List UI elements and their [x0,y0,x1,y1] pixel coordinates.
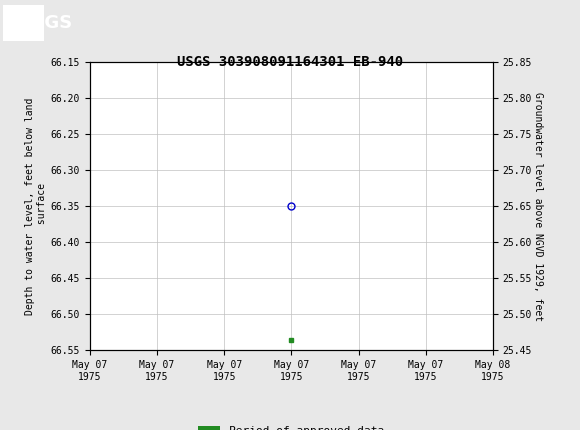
Text: ▒USGS: ▒USGS [3,14,72,31]
Text: USGS 303908091164301 EB-940: USGS 303908091164301 EB-940 [177,55,403,69]
Legend: Period of approved data: Period of approved data [194,421,389,430]
Y-axis label: Groundwater level above NGVD 1929, feet: Groundwater level above NGVD 1929, feet [533,92,543,321]
Bar [3,4,43,41]
Y-axis label: Depth to water level, feet below land
 surface: Depth to water level, feet below land su… [25,98,46,315]
